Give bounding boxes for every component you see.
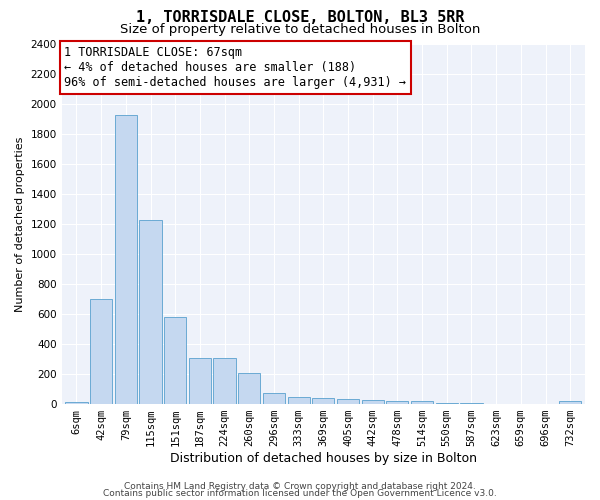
Bar — [90, 299, 112, 404]
Text: Contains public sector information licensed under the Open Government Licence v3: Contains public sector information licen… — [103, 488, 497, 498]
Bar — [238, 374, 260, 404]
Bar — [337, 399, 359, 404]
Bar — [287, 397, 310, 404]
Bar — [115, 114, 137, 404]
X-axis label: Distribution of detached houses by size in Bolton: Distribution of detached houses by size … — [170, 452, 477, 465]
Bar — [559, 402, 581, 404]
Bar — [164, 317, 187, 404]
Bar — [189, 358, 211, 404]
Bar — [65, 402, 88, 404]
Bar — [362, 400, 384, 404]
Bar — [312, 398, 334, 404]
Bar — [436, 403, 458, 404]
Text: Size of property relative to detached houses in Bolton: Size of property relative to detached ho… — [120, 22, 480, 36]
Text: 1, TORRISDALE CLOSE, BOLTON, BL3 5RR: 1, TORRISDALE CLOSE, BOLTON, BL3 5RR — [136, 10, 464, 25]
Bar — [139, 220, 161, 404]
Text: Contains HM Land Registry data © Crown copyright and database right 2024.: Contains HM Land Registry data © Crown c… — [124, 482, 476, 491]
Bar — [460, 403, 482, 404]
Bar — [214, 358, 236, 404]
Bar — [411, 402, 433, 404]
Y-axis label: Number of detached properties: Number of detached properties — [15, 136, 25, 312]
Bar — [263, 393, 285, 404]
Bar — [386, 402, 409, 404]
Text: 1 TORRISDALE CLOSE: 67sqm
← 4% of detached houses are smaller (188)
96% of semi-: 1 TORRISDALE CLOSE: 67sqm ← 4% of detach… — [64, 46, 406, 89]
